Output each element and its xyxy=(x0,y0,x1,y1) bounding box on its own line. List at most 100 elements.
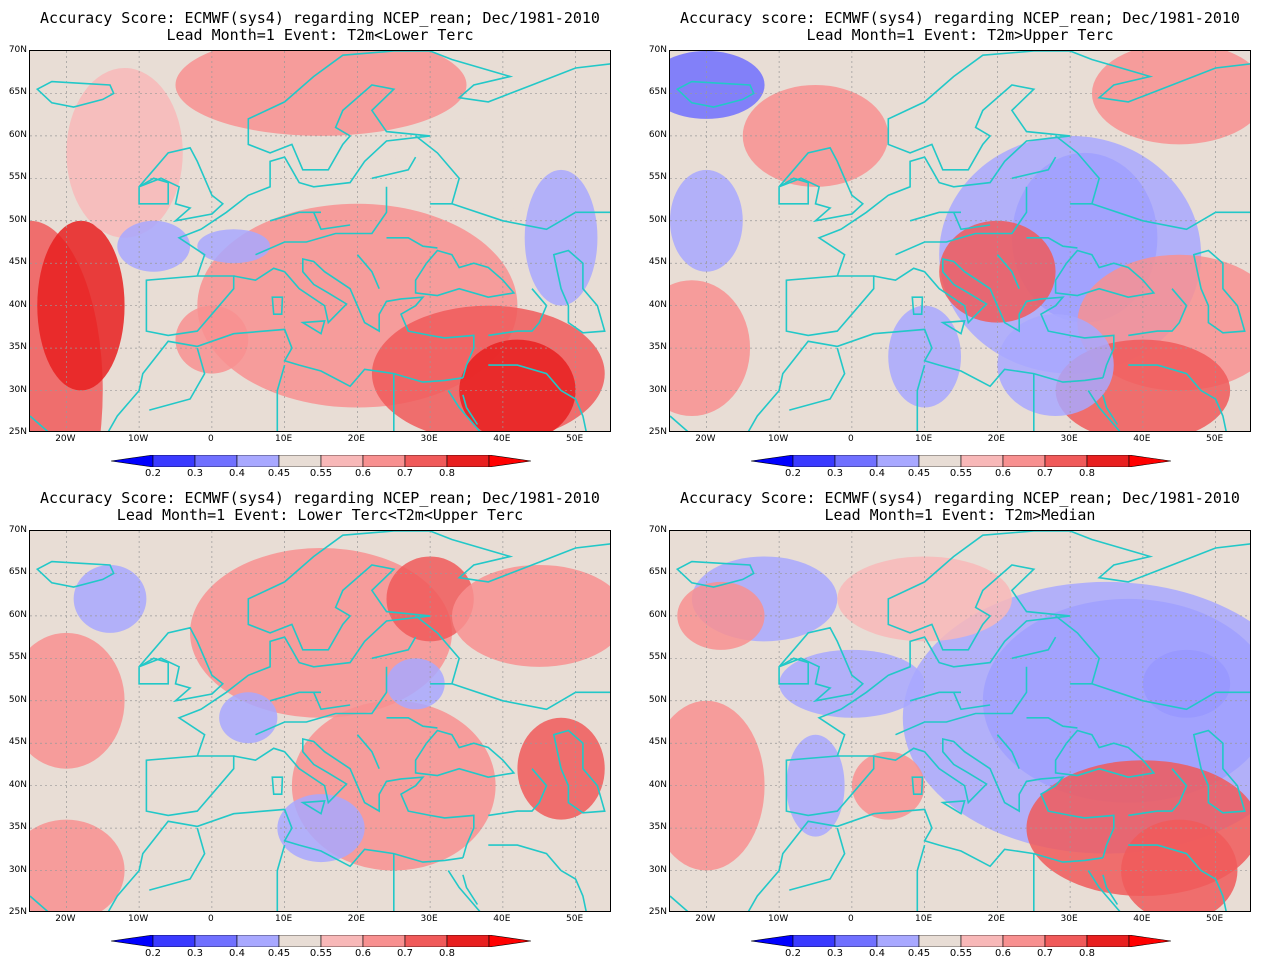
coastline-path xyxy=(30,808,464,911)
coastline-path xyxy=(552,249,606,334)
colorbar-swatch xyxy=(1002,935,1046,947)
map-svg xyxy=(670,51,1250,431)
longitude-label: 0 xyxy=(208,434,214,444)
coastline-path xyxy=(138,626,225,703)
latitude-label: 70N xyxy=(8,45,27,55)
coastline-path xyxy=(447,389,587,431)
colorbar-swatch xyxy=(792,455,836,467)
longitude-label: 10W xyxy=(767,914,789,924)
colorbar-value: 0.2 xyxy=(785,468,801,479)
colorbar-value: 0.4 xyxy=(869,948,885,959)
colorbar-swatch xyxy=(194,935,238,947)
colorbar-swatch xyxy=(446,935,490,947)
colorbar-swatch xyxy=(362,455,406,467)
coastline-path xyxy=(233,257,475,379)
coastline-path xyxy=(817,51,1250,277)
colorbar-value: 0.7 xyxy=(397,468,413,479)
colorbar xyxy=(751,935,1171,947)
colorbar-swatch xyxy=(362,935,406,947)
colorbar-value: 0.4 xyxy=(869,468,885,479)
colorbar-high-arrow xyxy=(1128,935,1171,947)
colorbar-value: 0.3 xyxy=(187,948,203,959)
coastline-path xyxy=(138,177,169,205)
longitude-label: 20W xyxy=(55,914,76,924)
colorbar-value: 0.8 xyxy=(439,468,455,479)
colorbar-value: 0.8 xyxy=(439,948,455,959)
coastline-path xyxy=(177,51,610,277)
score-field-region xyxy=(393,118,540,221)
map-svg xyxy=(670,531,1250,911)
colorbar-value: 0.55 xyxy=(309,468,333,479)
coastline-path xyxy=(1192,729,1246,814)
score-field-region xyxy=(524,169,598,306)
colorbar-swatch xyxy=(960,935,1004,947)
score-field-region xyxy=(459,339,576,431)
map-panel-4: Accuracy Score: ECMWF(sys4) regarding NC… xyxy=(640,480,1280,960)
colorbar-swatch xyxy=(152,935,196,947)
panel-title-line2: Lead Month=1 Event: Lower Terc<T2m<Upper… xyxy=(116,506,524,524)
colorbar-value: 0.7 xyxy=(397,948,413,959)
coastline-path xyxy=(670,808,1104,911)
colorbar-low-arrow xyxy=(751,455,794,467)
colorbar-swatch xyxy=(278,935,322,947)
latitude-label: 60N xyxy=(8,609,27,620)
latitude-label: 40N xyxy=(8,299,27,310)
longitude-label: 10E xyxy=(275,914,293,924)
score-field-region xyxy=(175,305,249,374)
map-panel-3: Accuracy Score: ECMWF(sys4) regarding NC… xyxy=(0,480,640,960)
score-field-region xyxy=(837,556,1012,642)
colorbar-swatch xyxy=(1044,455,1088,467)
longitude-label: 20E xyxy=(987,914,1005,924)
latitude-label: 30N xyxy=(8,384,27,395)
colorbar-value: 0.7 xyxy=(1037,468,1053,479)
colorbar-swatch xyxy=(320,455,364,467)
panel-title-line2: Lead Month=1 Event: T2m>Median xyxy=(824,506,1096,524)
colorbar-value: 0.3 xyxy=(827,468,843,479)
colorbar-high-arrow xyxy=(488,935,531,947)
latitude-label: 35N xyxy=(8,342,27,353)
latitude-label: 25N xyxy=(8,427,27,437)
coastline-path xyxy=(414,249,516,299)
score-field-region xyxy=(851,751,925,820)
coastline-path xyxy=(149,135,610,431)
colorbar-swatch xyxy=(876,935,920,947)
colorbar-value: 0.6 xyxy=(355,948,371,959)
score-field-region xyxy=(117,220,191,272)
latitude-label: 55N xyxy=(8,652,27,663)
coastline-path xyxy=(1054,729,1156,779)
colorbar-swatch xyxy=(194,455,238,467)
latitude-label: 60N xyxy=(648,129,667,140)
latitude-label: 30N xyxy=(8,864,27,875)
colorbar-swatch xyxy=(404,935,448,947)
colorbar-value: 0.45 xyxy=(267,948,291,959)
colorbar-high-arrow xyxy=(488,455,531,467)
coastline-path xyxy=(177,531,610,757)
longitude-label: 50E xyxy=(1206,434,1224,444)
longitude-label: 30E xyxy=(1060,914,1078,924)
longitude-label: 20E xyxy=(347,434,365,444)
colorbar-value: 0.6 xyxy=(995,948,1011,959)
coastline-path xyxy=(145,275,235,337)
coastline-path xyxy=(414,729,516,779)
coastline-path xyxy=(1087,389,1227,431)
colorbar-value: 0.6 xyxy=(995,468,1011,479)
score-field-region xyxy=(30,819,125,911)
latitude-label: 65N xyxy=(8,567,27,578)
colorbar-value: 0.2 xyxy=(145,948,161,959)
latitude-label: 45N xyxy=(8,737,27,748)
score-field-region xyxy=(670,51,765,119)
latitude-label: 55N xyxy=(8,172,27,183)
map-svg xyxy=(30,51,610,431)
coastline-path xyxy=(35,80,115,108)
coastline-path xyxy=(778,657,809,685)
score-field-region xyxy=(66,67,183,238)
latitude-label: 30N xyxy=(648,864,667,875)
longitude-label: 20E xyxy=(987,434,1005,444)
colorbar-swatch xyxy=(236,935,280,947)
coastline-path xyxy=(1054,249,1156,299)
score-field-region xyxy=(219,692,278,744)
latitude-label: 25N xyxy=(8,907,27,917)
latitude-label: 35N xyxy=(648,342,667,353)
latitude-label: 45N xyxy=(648,737,667,748)
latitude-label: 65N xyxy=(648,567,667,578)
